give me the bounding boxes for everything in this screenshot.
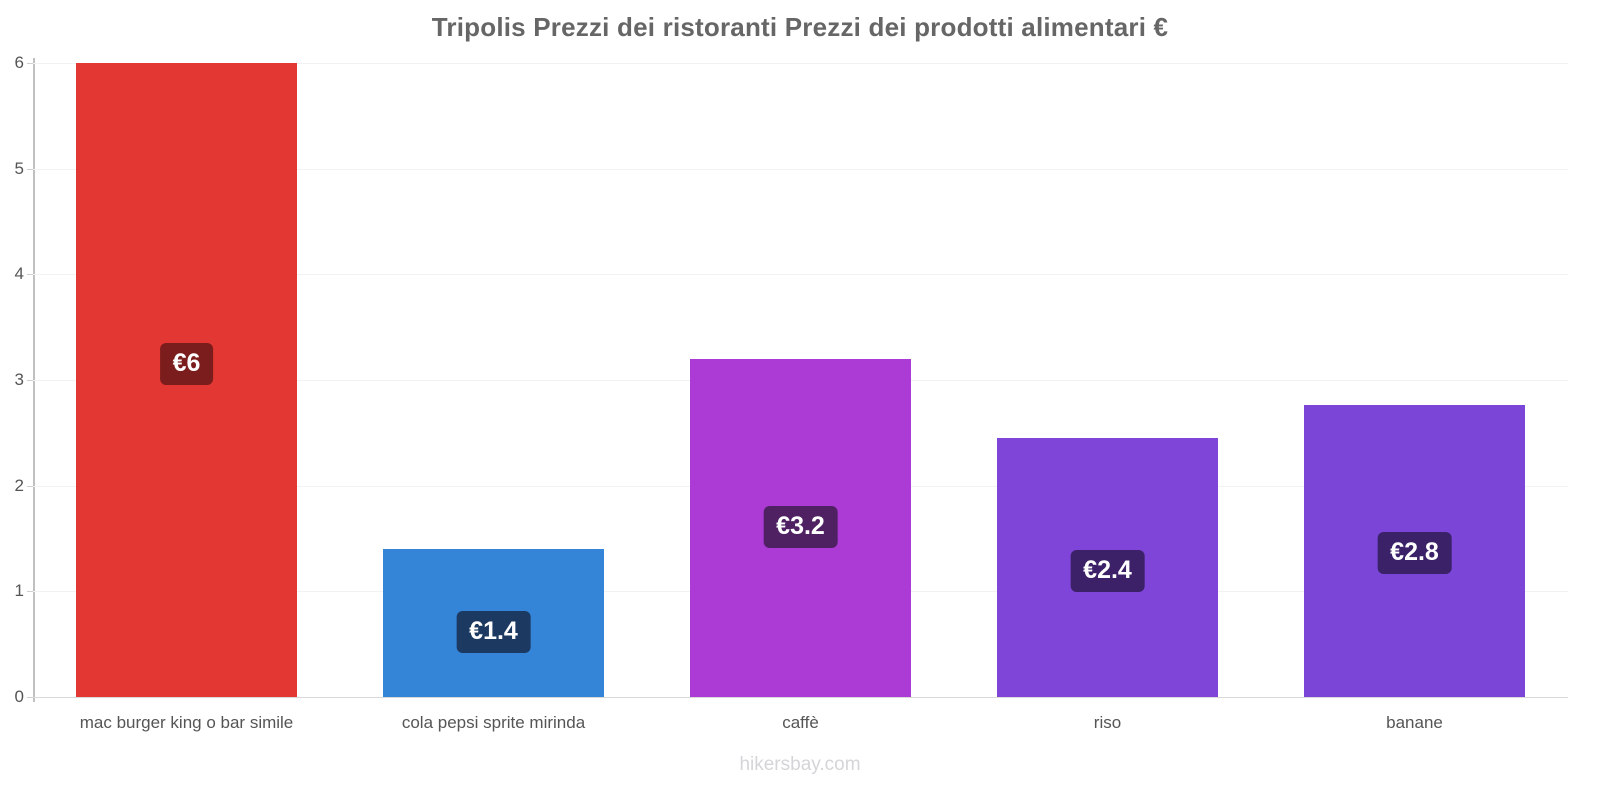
y-tick-label: 5 bbox=[14, 158, 24, 178]
gridline bbox=[33, 168, 1568, 170]
bar-2[interactable]: €3.2 bbox=[690, 358, 911, 697]
y-tick-mark bbox=[27, 168, 33, 170]
bar-value-badge: €6 bbox=[159, 343, 214, 386]
x-axis-label: cola pepsi sprite mirinda bbox=[401, 713, 586, 732]
y-tick-label: 0 bbox=[14, 687, 24, 706]
bar-4[interactable]: €2.8 bbox=[1304, 405, 1525, 697]
y-tick-label: 2 bbox=[14, 475, 24, 495]
plot-area: €6 €1.4 €3.2 €2.4 €2.8 bbox=[33, 63, 1568, 698]
gridline bbox=[33, 697, 1568, 698]
chart-title: Tripolis Prezzi dei ristoranti Prezzi de… bbox=[431, 12, 1169, 42]
y-tick-label: 1 bbox=[14, 581, 24, 601]
y-tick-label: 4 bbox=[14, 264, 24, 284]
bar-value-badge: €2.8 bbox=[1377, 531, 1452, 574]
x-axis-label: mac burger king o bar simile bbox=[79, 713, 294, 732]
y-tick-mark bbox=[27, 485, 33, 487]
bar-0[interactable]: €6 bbox=[76, 63, 297, 697]
y-tick-mark bbox=[27, 380, 33, 381]
y-tick-label: 3 bbox=[14, 370, 24, 389]
y-tick-mark bbox=[27, 697, 33, 698]
gridline bbox=[33, 274, 1568, 276]
y-tick-mark bbox=[27, 274, 33, 276]
x-axis-label: banane bbox=[1386, 713, 1443, 732]
y-tick-mark bbox=[27, 63, 33, 64]
bar-3[interactable]: €2.4 bbox=[997, 438, 1218, 697]
x-axis-label: caffè bbox=[782, 713, 819, 732]
bar-value-badge: €3.2 bbox=[763, 506, 838, 549]
bar-value-badge: €1.4 bbox=[456, 610, 531, 653]
gridline bbox=[33, 63, 1568, 64]
x-axis-label: riso bbox=[1093, 713, 1122, 732]
footer-credit: hikersbay.com bbox=[739, 754, 861, 775]
y-tick-mark bbox=[27, 591, 33, 593]
bar-value-badge: €2.4 bbox=[1070, 549, 1145, 592]
y-tick-label: 6 bbox=[14, 53, 24, 72]
bar-1[interactable]: €1.4 bbox=[383, 549, 604, 697]
